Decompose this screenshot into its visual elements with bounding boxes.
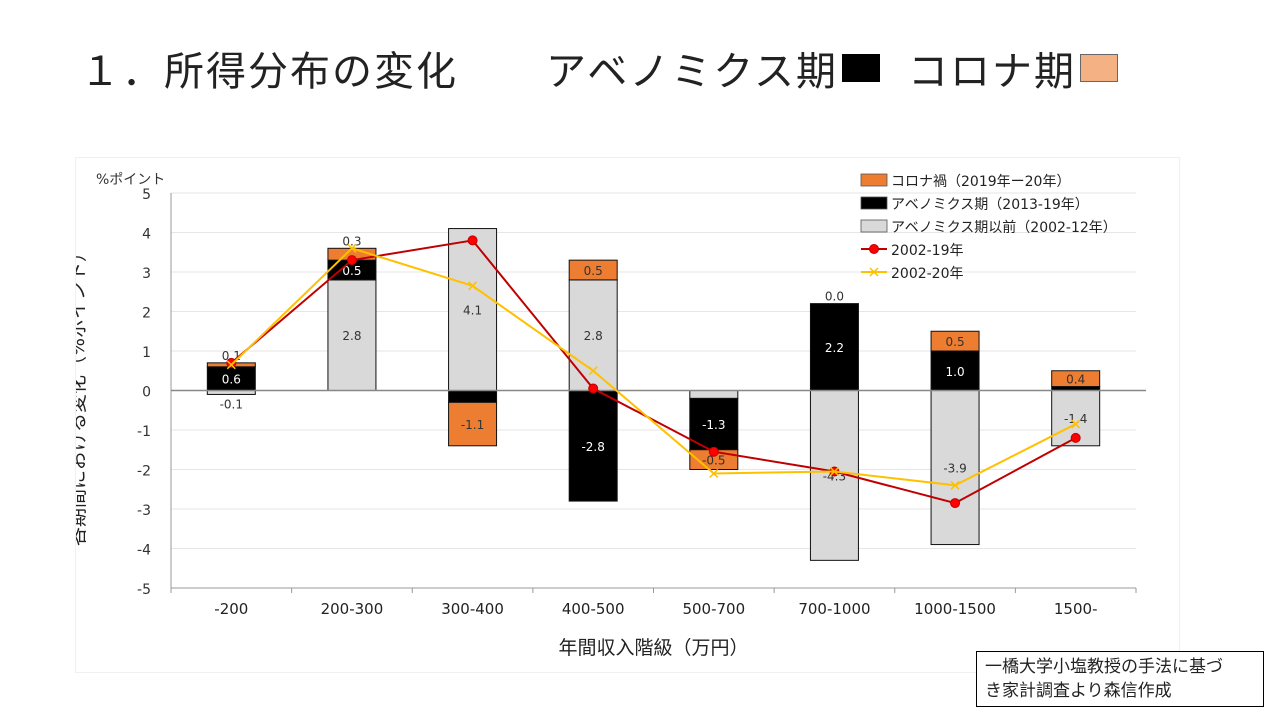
bar-data-label: 0.4: [1066, 373, 1085, 387]
abenomics-color-swatch: [842, 54, 880, 82]
bar-segment: [448, 390, 498, 403]
x-tick-label: 700-1000: [798, 600, 870, 618]
bar-data-label: 0.6: [222, 373, 241, 387]
bar-segment: [1051, 370, 1101, 388]
bar-data-label: -0.5: [702, 454, 725, 468]
legend-marker: [869, 267, 879, 277]
abenomics-title-label: アベノミクス期: [546, 49, 838, 95]
bar-data-label: 0.5: [584, 264, 603, 278]
income-distribution-chart: 543210-1-2-3-4-5%ポイント-0.10.60.12.80.50.3…: [76, 172, 1146, 659]
bar-data-label: 0.3: [342, 234, 361, 248]
bar-data-label: 4.1: [463, 304, 482, 318]
x-tick-label: 400-500: [562, 600, 625, 618]
line-marker-2002-20: [468, 281, 478, 291]
bar-data-label: -0.1: [220, 397, 243, 411]
x-tick-label: -200: [214, 600, 248, 618]
y-tick-label: 2: [142, 306, 151, 322]
y-tick-label: -3: [137, 503, 151, 519]
x-tick-label: 1500-: [1054, 600, 1098, 618]
line-marker-2002-19: [588, 383, 599, 394]
series-line: [230, 239, 1077, 505]
slide-title: １．所得分布の変化 アベノミクス期 コロナ期: [80, 38, 1118, 98]
x-tick-label: 1000-1500: [914, 600, 996, 618]
y-tick-label: 3: [142, 266, 151, 282]
bar-segment: [568, 390, 618, 502]
y-tick-label: 5: [142, 187, 151, 203]
bar-segment: [689, 390, 739, 399]
line-marker-2002-20: [226, 360, 236, 370]
bar-segment: [930, 350, 980, 391]
bar-data-label: -3.9: [943, 462, 966, 476]
y-tick-label: -4: [137, 543, 151, 559]
bar-data-label: -1.4: [1064, 412, 1087, 426]
y-unit-label: %ポイント: [96, 172, 165, 188]
y-tick-label: -2: [137, 464, 151, 480]
line-marker-2002-20: [829, 466, 839, 477]
line-marker-2002-19: [346, 255, 357, 266]
corona-color-swatch: [1080, 54, 1118, 82]
bar-data-label: 1.0: [946, 365, 965, 379]
bar-segment: [448, 401, 498, 447]
line-marker-2002-20: [1071, 419, 1081, 429]
line-marker-2002-19: [467, 235, 478, 246]
line-marker-2002-19: [1070, 432, 1081, 443]
legend-marker: [869, 244, 879, 254]
legend-swatch: [860, 173, 888, 187]
legend-swatch: [860, 196, 888, 210]
y-tick-label: -5: [137, 582, 151, 598]
legend-label: アベノミクス期（2013-19年）: [891, 197, 1089, 213]
legend-label: コロナ禍（2019年ー20年）: [891, 174, 1070, 190]
bar-segment: [568, 279, 618, 391]
bar-data-label: 0.5: [946, 335, 965, 349]
slide-title-main: １．所得分布の変化: [80, 49, 458, 95]
bar-data-label: 2.8: [584, 329, 603, 343]
line-marker-2002-19: [950, 498, 961, 509]
y-tick-label: 0: [142, 385, 151, 401]
legend-label: 2002-20年: [891, 266, 964, 282]
bar-segment: [448, 228, 498, 391]
y-tick-label: 4: [142, 227, 151, 243]
bar-data-label: 0.0: [825, 290, 844, 304]
bar-data-label: -2.8: [581, 440, 604, 454]
x-tick-label: 300-400: [441, 600, 504, 618]
line-marker-2002-20: [709, 468, 719, 478]
legend-swatch: [860, 219, 888, 233]
chart-area: 5 4 3 2 1 0 -1 -2 -3 -4 -5 %ポイント -0.1 0.6 0.1 2.8 0.5 0.3…: [75, 157, 1180, 673]
bar-segment: [930, 390, 980, 546]
corona-title-label: コロナ期: [908, 49, 1076, 95]
y-tick-label: 1: [142, 345, 151, 361]
source-note: 一橋大学小塩教授の手法に基づ き家計調査より森信作成: [976, 651, 1264, 707]
x-tick-label: 200-300: [321, 600, 384, 618]
line-marker-2002-20: [347, 243, 357, 253]
y-tick-label: -1: [137, 424, 151, 440]
bar-segment: [568, 259, 618, 281]
y-axis-title: 各期間における変化（%ポイント）: [76, 243, 89, 546]
line-marker-2002-19: [226, 357, 237, 368]
x-axis-title: 年間収入階級（万円）: [558, 637, 748, 659]
bar-segment: [930, 330, 980, 352]
line-marker-2002-19: [708, 446, 719, 457]
line-marker-2002-20: [588, 366, 598, 376]
bar-data-label: -1.1: [461, 418, 484, 432]
legend-label: アベノミクス期以前（2002-12年）: [891, 219, 1117, 236]
x-tick-label: 500-700: [682, 600, 745, 618]
bar-data-label: -1.3: [702, 418, 725, 432]
series-line: [230, 247, 1077, 487]
bar-data-label: 0.5: [342, 264, 361, 278]
bar-data-label: 2.8: [342, 329, 361, 343]
legend-label: 2002-19年: [891, 243, 964, 259]
bar-data-label: 2.2: [825, 341, 844, 355]
line-marker-2002-20: [950, 480, 960, 490]
